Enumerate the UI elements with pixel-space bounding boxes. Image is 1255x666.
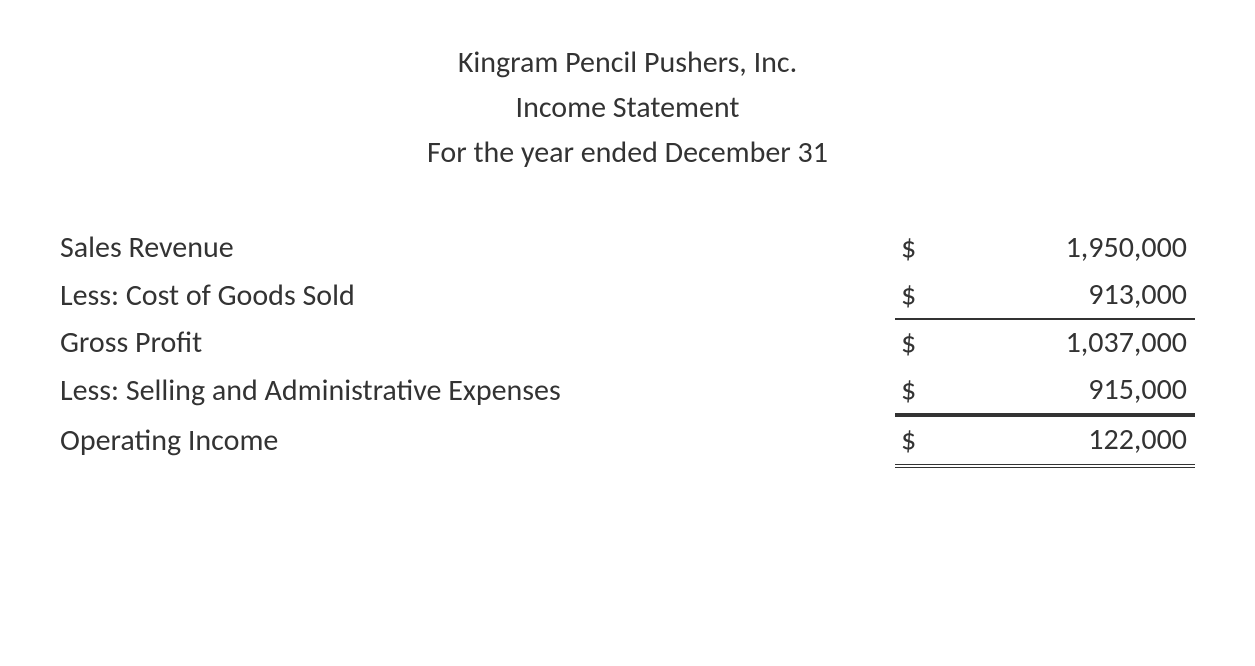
label-sga: Less: Selling and Administrative Expense… — [60, 368, 895, 415]
value-gross-profit: 1,037,000 — [935, 320, 1195, 367]
label-gross-profit: Gross Profit — [60, 320, 895, 367]
label-operating-income: Operating Income — [60, 418, 895, 465]
label-cogs: Less: Cost of Goods Sold — [60, 273, 895, 320]
income-statement: Kingram Pencil Pushers, Inc. Income Stat… — [60, 40, 1195, 468]
statement-title: Income Statement — [60, 85, 1195, 130]
label-sales-revenue: Sales Revenue — [60, 225, 895, 272]
amount-sales-revenue: $ 1,950,000 — [895, 225, 1195, 272]
row-sga: Less: Selling and Administrative Expense… — [60, 367, 1195, 416]
statement-body: Sales Revenue $ 1,950,000 Less: Cost of … — [60, 225, 1195, 468]
value-cogs: 913,000 — [935, 272, 1195, 319]
row-cogs: Less: Cost of Goods Sold $ 913,000 — [60, 272, 1195, 321]
row-sales-revenue: Sales Revenue $ 1,950,000 — [60, 225, 1195, 272]
amount-gross-profit: $ 1,037,000 — [895, 320, 1195, 367]
currency-symbol: $ — [895, 367, 935, 414]
currency-symbol: $ — [895, 417, 935, 464]
row-gross-profit: Gross Profit $ 1,037,000 — [60, 320, 1195, 367]
value-sga: 915,000 — [935, 367, 1195, 414]
company-name: Kingram Pencil Pushers, Inc. — [60, 40, 1195, 85]
statement-header: Kingram Pencil Pushers, Inc. Income Stat… — [60, 40, 1195, 175]
amount-cogs: $ 913,000 — [895, 272, 1195, 321]
currency-symbol: $ — [895, 225, 935, 272]
currency-symbol: $ — [895, 320, 935, 367]
value-sales-revenue: 1,950,000 — [935, 225, 1195, 272]
value-operating-income: 122,000 — [935, 417, 1195, 464]
amount-sga: $ 915,000 — [895, 367, 1195, 416]
row-operating-income: Operating Income $ 122,000 — [60, 415, 1195, 468]
currency-symbol: $ — [895, 272, 935, 319]
statement-period: For the year ended December 31 — [60, 130, 1195, 175]
amount-operating-income: $ 122,000 — [895, 415, 1195, 468]
